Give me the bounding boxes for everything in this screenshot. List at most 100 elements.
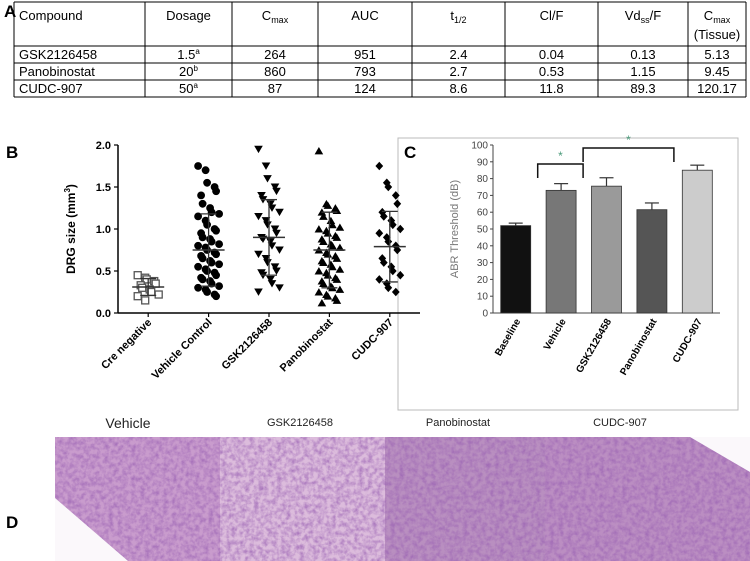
table-cell: 0.53 bbox=[539, 64, 564, 79]
data-point bbox=[261, 254, 271, 263]
background-area bbox=[55, 498, 128, 561]
data-point bbox=[378, 254, 387, 263]
data-point bbox=[272, 187, 281, 196]
x-tick-label: Panobinostat bbox=[618, 316, 660, 377]
table-cell: 87 bbox=[268, 81, 282, 96]
data-point bbox=[314, 225, 324, 233]
y-tick-label: 0.5 bbox=[96, 266, 111, 278]
data-point bbox=[261, 217, 271, 225]
table-cell: 2.7 bbox=[449, 64, 467, 79]
table-header: Compound bbox=[19, 8, 83, 23]
panel-label: D bbox=[6, 513, 18, 532]
significance-bracket bbox=[582, 147, 675, 162]
data-point bbox=[393, 199, 402, 209]
data-point bbox=[382, 233, 391, 242]
table-header-main: t bbox=[450, 8, 454, 23]
bar bbox=[681, 169, 713, 314]
data-point bbox=[198, 199, 207, 208]
y-tick-label: 50 bbox=[477, 225, 489, 236]
data-point bbox=[203, 220, 212, 229]
data-point bbox=[267, 280, 277, 288]
data-point bbox=[215, 209, 224, 218]
data-point bbox=[138, 283, 147, 292]
data-point bbox=[215, 260, 224, 269]
data-point bbox=[254, 288, 263, 296]
data-point bbox=[133, 271, 142, 280]
data-point bbox=[375, 161, 384, 171]
table-cell-sup: b bbox=[194, 64, 199, 73]
table-cell: 89.3 bbox=[630, 81, 655, 96]
x-tick-label: Cre negative bbox=[99, 317, 154, 372]
data-point bbox=[194, 212, 203, 221]
data-point bbox=[323, 271, 333, 279]
y-tick-label: 10 bbox=[477, 292, 489, 303]
data-point bbox=[263, 175, 272, 183]
data-point bbox=[328, 220, 337, 229]
table-header: Cl/F bbox=[540, 8, 564, 23]
data-point bbox=[335, 285, 345, 293]
data-point bbox=[328, 262, 337, 271]
data-point bbox=[212, 250, 221, 259]
data-point bbox=[261, 162, 271, 170]
histology-texture bbox=[385, 437, 545, 561]
table-cell: 860 bbox=[264, 64, 286, 79]
data-point bbox=[319, 258, 328, 267]
data-point bbox=[393, 245, 402, 255]
significance-label: * bbox=[626, 133, 631, 147]
table-cell: 50a bbox=[179, 81, 198, 96]
histology-texture bbox=[220, 437, 385, 561]
y-tick-label: 70 bbox=[477, 191, 489, 202]
table-cell: 0.04 bbox=[539, 47, 564, 62]
x-tick-label: Panobinostat bbox=[278, 316, 336, 374]
data-point bbox=[391, 191, 400, 200]
data-point bbox=[198, 254, 207, 263]
data-point bbox=[332, 275, 342, 283]
y-tick-label: 0 bbox=[482, 309, 488, 320]
data-point bbox=[201, 166, 210, 175]
data-point bbox=[323, 292, 333, 300]
y-axis-title-main: DRG size (mm bbox=[64, 193, 78, 274]
y-tick-label: 0.0 bbox=[96, 308, 111, 320]
data-point bbox=[275, 246, 284, 254]
data-point bbox=[215, 240, 224, 249]
data-point bbox=[141, 296, 150, 305]
y-tick-label: 1.0 bbox=[96, 224, 111, 236]
table-cell-main: 50 bbox=[179, 81, 193, 96]
panel-label: B bbox=[6, 143, 18, 162]
data-point bbox=[388, 266, 397, 276]
bar bbox=[591, 185, 622, 314]
table-header: AUC bbox=[351, 8, 378, 23]
table-cell: 793 bbox=[354, 64, 376, 79]
histology-texture bbox=[545, 437, 750, 561]
y-tick-label: 100 bbox=[471, 141, 488, 152]
data-point bbox=[382, 279, 391, 288]
y-tick-label: 30 bbox=[477, 258, 489, 269]
table-cell: 951 bbox=[354, 47, 376, 62]
table-header-sub: ss bbox=[641, 15, 651, 25]
table-cell-sup: a bbox=[194, 81, 199, 90]
bar bbox=[545, 189, 577, 314]
panel-label: C bbox=[404, 143, 416, 162]
table-header-main: C bbox=[262, 8, 271, 23]
image-label: GSK2126458 bbox=[267, 417, 333, 429]
data-point bbox=[133, 292, 142, 301]
data-point bbox=[323, 201, 333, 209]
data-point bbox=[314, 288, 324, 296]
image-label: Vehicle bbox=[105, 415, 150, 431]
data-point bbox=[375, 228, 384, 238]
table-cell: 120.17 bbox=[697, 81, 737, 96]
data-point bbox=[391, 241, 400, 251]
data-point bbox=[335, 243, 345, 251]
table-cell: 9.45 bbox=[704, 64, 729, 79]
data-point bbox=[215, 282, 224, 291]
data-point bbox=[194, 162, 203, 170]
data-point bbox=[332, 254, 342, 262]
data-point bbox=[375, 275, 384, 284]
data-point bbox=[275, 208, 284, 217]
table-cell: CUDC-907 bbox=[19, 81, 83, 96]
data-point bbox=[212, 292, 221, 301]
table-header: Cmax bbox=[704, 8, 731, 25]
table-cell: 1.5a bbox=[177, 47, 200, 62]
table-cell: 20b bbox=[179, 64, 198, 79]
data-point bbox=[272, 229, 281, 238]
